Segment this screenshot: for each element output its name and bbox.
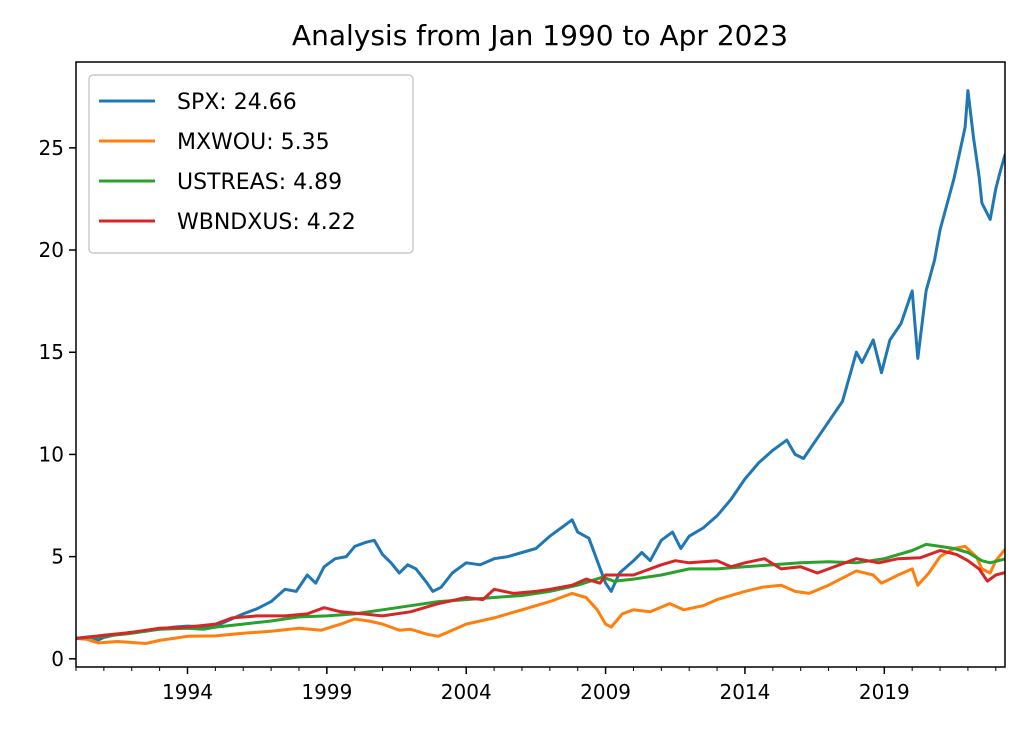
chart-title: Analysis from Jan 1990 to Apr 2023	[292, 19, 788, 52]
series-line-1	[76, 89, 1005, 642]
y-tick-label: 15	[39, 340, 64, 364]
x-tick-label: 1994	[162, 680, 213, 704]
legend-label: MXWOU: 5.35	[177, 130, 330, 155]
series-layer	[76, 89, 1005, 645]
legend: SPX: 24.66 MXWOU: 5.35 USTREAS: 4.89 WBNDXU…	[88, 74, 414, 254]
legend-label: USTREAS: 4.89	[177, 170, 342, 195]
plot-frame	[75, 61, 1006, 668]
x-tick-label: 2019	[859, 680, 910, 704]
y-tick-label: 10	[39, 442, 64, 466]
axes-layer: 0 5 10 15 20 25 1994 1999 2004 2009 2014 2019	[39, 61, 1006, 704]
legend-label: WBNDXUS: 4.22	[177, 210, 356, 235]
x-tick-label: 2009	[580, 680, 631, 704]
y-tick-label: 20	[39, 238, 64, 262]
y-tick-label: 0	[51, 647, 64, 671]
legend-label: SPX: 24.66	[177, 90, 297, 115]
legend-box	[88, 74, 414, 254]
x-tick-label: 2004	[441, 680, 492, 704]
y-tick-label: 5	[51, 545, 64, 569]
y-tick-label: 25	[39, 136, 64, 160]
x-tick-label: 2014	[719, 680, 770, 704]
series-line-2	[76, 544, 1005, 645]
series-line-4	[76, 549, 1005, 640]
x-tick-label: 1999	[301, 680, 352, 704]
